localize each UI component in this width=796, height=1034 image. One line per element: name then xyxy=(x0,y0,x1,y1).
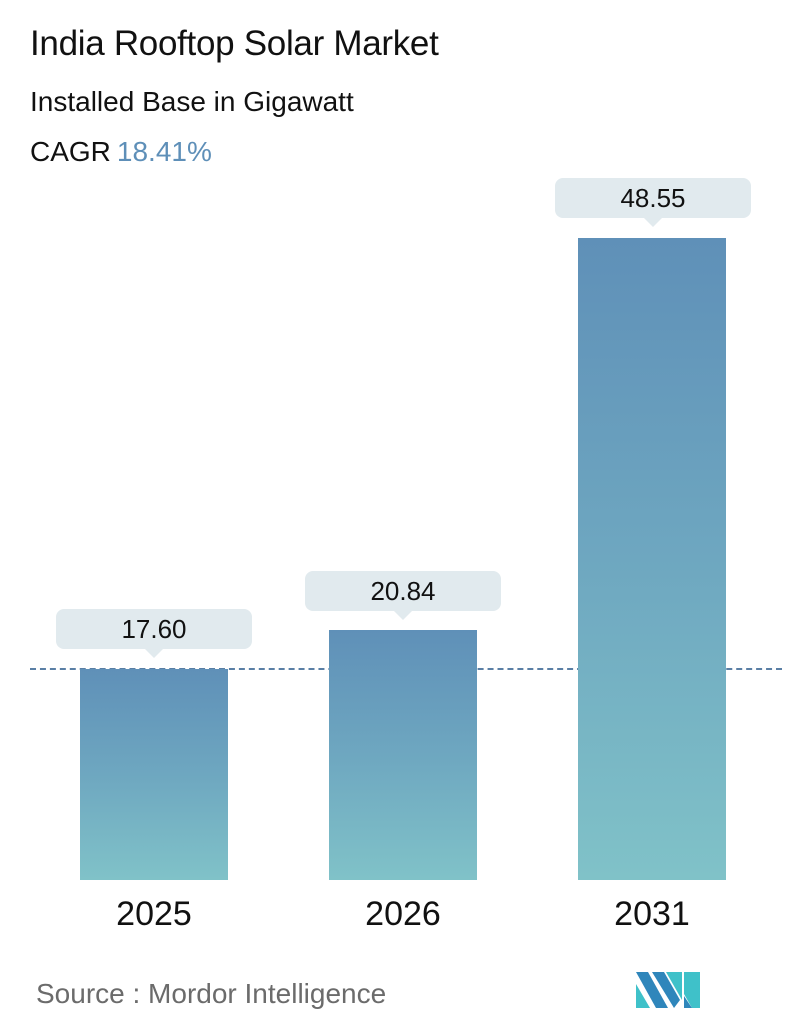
mordor-intelligence-logo-icon xyxy=(636,972,700,1008)
value-label-2026: 20.84 xyxy=(305,571,501,620)
x-label-2031: 2031 xyxy=(614,895,690,933)
chart-title: India Rooftop Solar Market xyxy=(30,24,439,63)
value-label-2031: 48.55 xyxy=(555,178,751,227)
bar-2031 xyxy=(578,238,726,880)
cagr-line: CAGR 18.41% xyxy=(30,136,212,168)
cagr-label: CAGR xyxy=(30,136,111,167)
x-label-2025: 2025 xyxy=(116,895,192,933)
cagr-value: 18.41% xyxy=(116,136,212,167)
value-label-2025: 17.60 xyxy=(56,609,252,658)
bar-2026 xyxy=(329,630,477,880)
x-label-2026: 2026 xyxy=(365,895,441,933)
bar-2025 xyxy=(80,669,228,880)
chart-subtitle: Installed Base in Gigawatt xyxy=(30,86,354,117)
source-text: Source : Mordor Intelligence xyxy=(36,978,387,1009)
